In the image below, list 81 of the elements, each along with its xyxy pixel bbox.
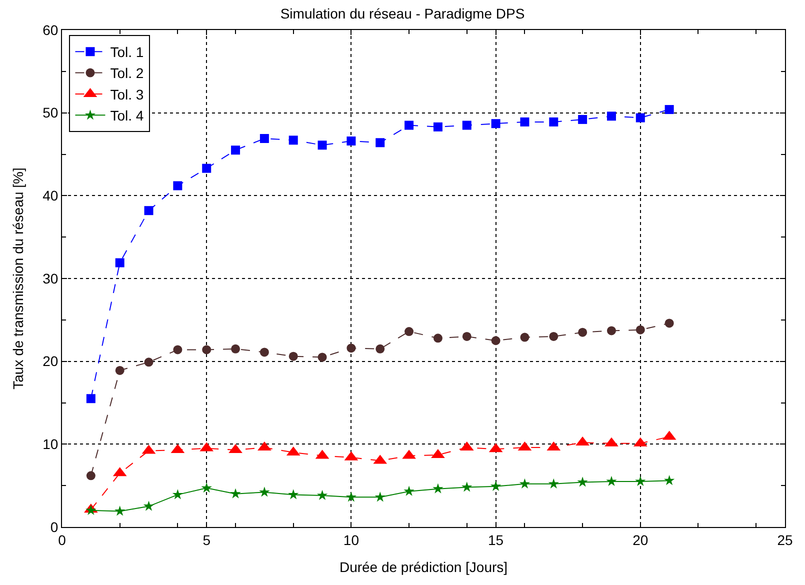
- point: [86, 471, 96, 480]
- point: [549, 332, 558, 341]
- chart-title: Simulation du réseau - Paradigme DPS: [280, 6, 525, 22]
- point: [635, 476, 646, 486]
- point: [376, 138, 385, 148]
- x-axis-title: Durée de prédiction [Jours]: [339, 559, 508, 576]
- point: [115, 258, 124, 268]
- point: [404, 120, 414, 130]
- point: [173, 181, 182, 190]
- point: [143, 500, 154, 511]
- point: [288, 136, 298, 145]
- point: [144, 206, 154, 216]
- point: [664, 318, 674, 328]
- point: [172, 489, 184, 500]
- point: [346, 492, 357, 502]
- point: [433, 122, 442, 132]
- x-tick-label: 20: [632, 532, 648, 548]
- point: [664, 475, 675, 486]
- point: [491, 336, 500, 346]
- y-tick-label: 20: [42, 353, 58, 370]
- point: [636, 113, 645, 122]
- point: [173, 345, 182, 354]
- y-tick-label: 50: [42, 104, 58, 121]
- point: [490, 480, 502, 491]
- point: [115, 366, 124, 375]
- point: [664, 105, 674, 114]
- y-tick-label: 10: [42, 436, 58, 452]
- point: [86, 394, 96, 404]
- point: [318, 140, 327, 150]
- point: [374, 492, 386, 502]
- point: [548, 478, 559, 488]
- y-tick-label: 0: [50, 518, 58, 535]
- legend-label: Tol. 2: [110, 65, 144, 82]
- point: [606, 476, 617, 486]
- point: [462, 332, 472, 341]
- point: [578, 114, 588, 124]
- point: [259, 486, 270, 497]
- x-tick-label: 5: [202, 532, 211, 548]
- point: [519, 478, 530, 488]
- point: [260, 348, 269, 357]
- point: [404, 486, 414, 496]
- point: [520, 332, 530, 342]
- point: [231, 146, 240, 155]
- point: [202, 164, 212, 173]
- point: [288, 352, 298, 361]
- x-tick-label: 10: [343, 532, 360, 548]
- point: [606, 326, 616, 336]
- y-axis-title: Taux de transmission du réseau [%]: [10, 168, 26, 390]
- point: [432, 483, 444, 494]
- legend-label: Tol. 3: [110, 86, 144, 102]
- point: [316, 490, 328, 500]
- legend-label: Tol. 1: [110, 44, 144, 60]
- point: [491, 119, 500, 128]
- point: [462, 482, 472, 492]
- x-tick-label: 15: [488, 532, 504, 548]
- point: [260, 134, 269, 144]
- y-tick-label: 60: [42, 22, 58, 38]
- point: [433, 334, 442, 343]
- point: [346, 344, 356, 353]
- point: [606, 112, 616, 121]
- point: [578, 328, 588, 337]
- point: [230, 488, 241, 498]
- point: [346, 136, 356, 146]
- legend-label: Tol. 4: [110, 108, 144, 124]
- point: [520, 117, 530, 126]
- point: [376, 344, 385, 354]
- point: [201, 482, 212, 493]
- point: [577, 476, 588, 487]
- point: [288, 489, 299, 500]
- point: [636, 325, 645, 334]
- point: [404, 327, 414, 336]
- point: [462, 120, 472, 130]
- y-tick-label: 30: [42, 270, 58, 286]
- point: [318, 352, 327, 362]
- x-tick-label: 25: [777, 532, 793, 548]
- y-tick-label: 40: [42, 188, 58, 204]
- point: [144, 358, 154, 367]
- point: [231, 344, 240, 354]
- point: [114, 506, 126, 516]
- point: [202, 345, 212, 354]
- point: [549, 117, 558, 126]
